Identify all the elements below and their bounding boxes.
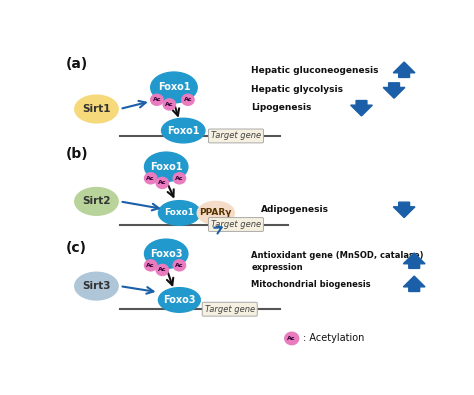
Text: (c): (c) bbox=[65, 241, 86, 256]
Text: Ac: Ac bbox=[158, 181, 167, 185]
Text: Foxo1: Foxo1 bbox=[150, 162, 182, 172]
Text: PPARγ: PPARγ bbox=[200, 209, 232, 218]
FancyBboxPatch shape bbox=[209, 218, 264, 231]
Text: Ac: Ac bbox=[153, 97, 161, 102]
Ellipse shape bbox=[158, 288, 201, 312]
Text: : Acetylation: : Acetylation bbox=[302, 333, 364, 344]
Text: Ac: Ac bbox=[287, 336, 296, 341]
Text: Ac: Ac bbox=[175, 263, 184, 268]
Text: Target gene: Target gene bbox=[211, 220, 261, 229]
Ellipse shape bbox=[151, 72, 197, 103]
Ellipse shape bbox=[162, 118, 205, 143]
Text: Foxo3: Foxo3 bbox=[163, 295, 196, 305]
Text: Hepatic gluconeogenesis: Hepatic gluconeogenesis bbox=[251, 66, 379, 75]
Text: Ac: Ac bbox=[175, 176, 184, 181]
Ellipse shape bbox=[75, 188, 118, 215]
Ellipse shape bbox=[145, 239, 188, 268]
Ellipse shape bbox=[285, 332, 299, 345]
Text: Foxo1: Foxo1 bbox=[167, 126, 200, 135]
Text: Sirt2: Sirt2 bbox=[82, 196, 111, 207]
Text: Sirt3: Sirt3 bbox=[82, 281, 111, 291]
Text: Foxo3: Foxo3 bbox=[150, 249, 182, 259]
Text: Target gene: Target gene bbox=[211, 132, 261, 141]
Ellipse shape bbox=[75, 272, 118, 300]
FancyBboxPatch shape bbox=[209, 129, 264, 143]
Ellipse shape bbox=[145, 152, 188, 181]
Ellipse shape bbox=[158, 201, 201, 225]
Text: Ac: Ac bbox=[146, 176, 155, 181]
Text: Hepatic glycolysis: Hepatic glycolysis bbox=[251, 85, 344, 94]
Ellipse shape bbox=[173, 173, 186, 184]
Text: Mitochondrial biogenesis: Mitochondrial biogenesis bbox=[251, 280, 371, 289]
Text: Ac: Ac bbox=[165, 102, 173, 107]
Polygon shape bbox=[383, 83, 405, 98]
Ellipse shape bbox=[75, 95, 118, 123]
Ellipse shape bbox=[145, 173, 157, 184]
Ellipse shape bbox=[173, 260, 186, 271]
Polygon shape bbox=[393, 62, 415, 77]
Polygon shape bbox=[403, 276, 425, 292]
Text: Foxo1: Foxo1 bbox=[158, 83, 190, 92]
Text: Ac: Ac bbox=[146, 263, 155, 268]
Text: Adipogenesis: Adipogenesis bbox=[261, 205, 329, 214]
Text: Foxo1: Foxo1 bbox=[164, 209, 194, 218]
Ellipse shape bbox=[163, 99, 175, 110]
Text: Ac: Ac bbox=[158, 267, 167, 273]
Text: Lipogenesis: Lipogenesis bbox=[251, 103, 312, 112]
Polygon shape bbox=[403, 253, 425, 268]
FancyBboxPatch shape bbox=[202, 302, 257, 316]
Text: (a): (a) bbox=[65, 56, 88, 71]
Text: Target gene: Target gene bbox=[205, 305, 255, 314]
Ellipse shape bbox=[182, 94, 194, 105]
Ellipse shape bbox=[145, 260, 157, 271]
Text: Sirt1: Sirt1 bbox=[82, 104, 111, 114]
Ellipse shape bbox=[197, 201, 235, 224]
Polygon shape bbox=[351, 101, 373, 116]
Ellipse shape bbox=[156, 264, 169, 275]
Text: Antioxidant gene (MnSOD, catalase)
expression: Antioxidant gene (MnSOD, catalase) expre… bbox=[251, 251, 424, 271]
Text: Ac: Ac bbox=[183, 97, 192, 102]
Polygon shape bbox=[393, 202, 415, 218]
Ellipse shape bbox=[156, 177, 169, 188]
Ellipse shape bbox=[151, 94, 163, 105]
Text: (b): (b) bbox=[65, 147, 88, 162]
